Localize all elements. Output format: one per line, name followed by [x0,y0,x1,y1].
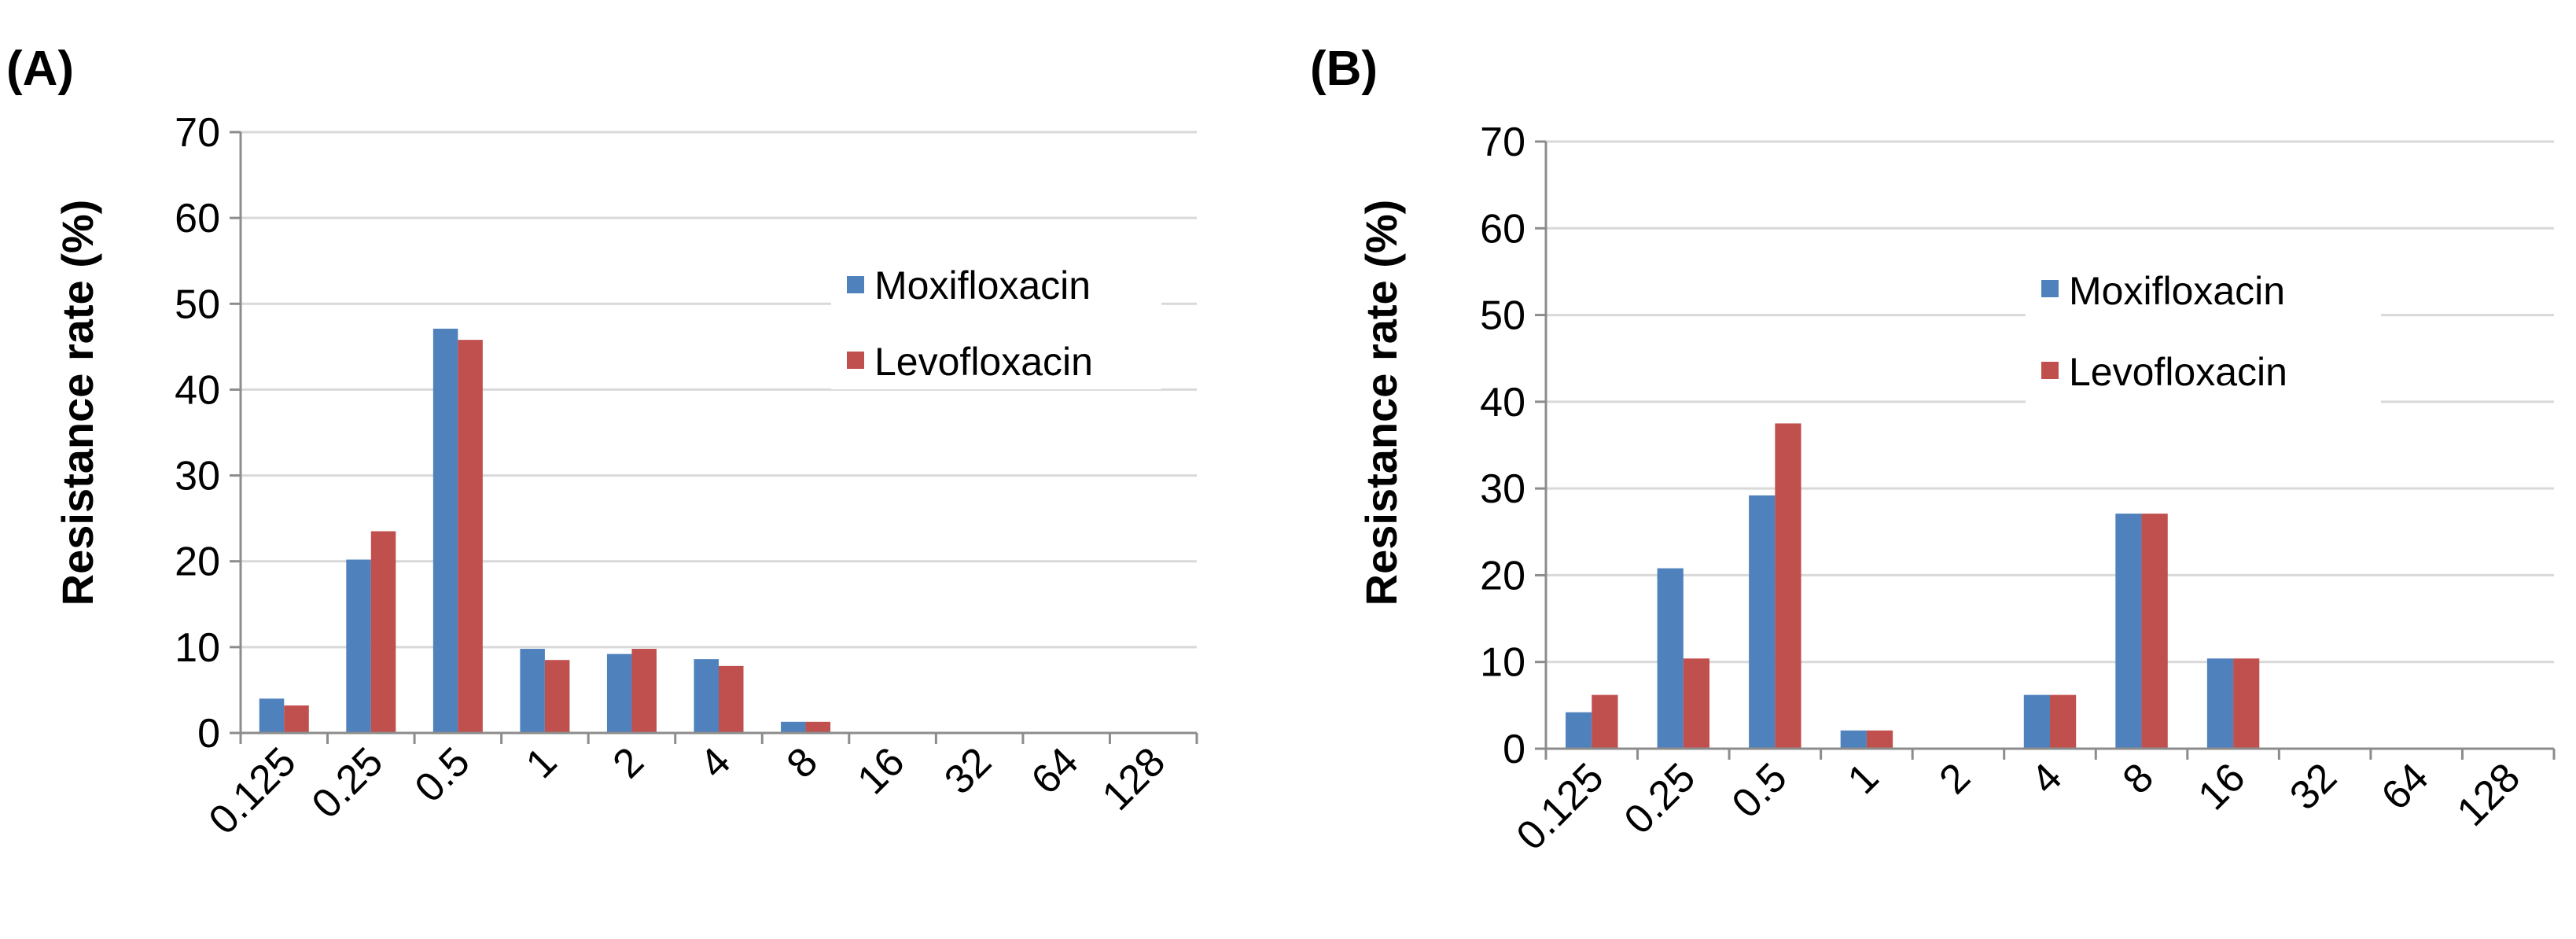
panel-a-legend: Moxifloxacin Levofloxacin [831,263,1161,389]
panel-a-x-tick-64: 64 [1023,738,1087,803]
panel-a-y-tick-20: 20 [175,539,220,585]
panel-b-bar-moxifloxacin-8 [2115,514,2142,749]
panel-b-bar-moxifloxacin-0.5 [1749,495,1776,749]
panel-a-y-tick-50: 50 [175,282,220,327]
panel-b-bar-levofloxacin-0.125 [1592,694,1618,749]
panel-a-legend-swatch-moxifloxacin [847,276,864,293]
panel-b-y-axis-label: Resistance rate (%) [1356,200,1406,606]
panel-b-y-tick-40: 40 [1480,380,1525,425]
panel-a-bars [259,328,831,733]
panel-b-bar-levofloxacin-8 [2141,514,2168,749]
panel-a-x-tick-8: 8 [778,738,826,786]
panel-a: (A) Resistance rate (%) 010203040506070 … [6,42,1198,844]
panel-b-legend-label-levofloxacin: Levofloxacin [2069,350,2287,394]
panel-b-x-tick-1: 1 [1839,754,1887,802]
panel-a-axes [230,131,1198,744]
panel-b-legend-swatch-levofloxacin [2041,362,2059,379]
panel-a-x-tick-0.5: 0.5 [407,738,479,811]
panel-a-x-tick-4: 4 [691,738,739,786]
panel-b-bar-levofloxacin-1 [1866,730,1893,749]
panel-a-bar-levofloxacin-8 [805,721,831,733]
panel-b-bar-levofloxacin-4 [2050,694,2077,749]
panel-a-bar-levofloxacin-0.125 [284,705,309,733]
panel-a-y-axis-label: Resistance rate (%) [53,200,102,606]
panel-a-legend-label-moxifloxacin: Moxifloxacin [874,263,1091,307]
panel-b-y-tick-60: 60 [1480,206,1525,252]
panel-b-x-tick-32: 32 [2281,754,2346,819]
panel-a-bar-levofloxacin-0.25 [370,531,396,733]
panel-b-bar-levofloxacin-16 [2233,658,2260,749]
panel-b-bar-moxifloxacin-4 [2023,694,2050,749]
panel-b-bar-levofloxacin-0.5 [1775,423,1801,749]
panel-a-x-tick-1: 1 [517,738,565,786]
panel-a-legend-label-levofloxacin: Levofloxacin [874,340,1093,384]
panel-a-y-tick-60: 60 [175,196,220,241]
panel-b-x-tick-64: 64 [2373,754,2438,819]
panel-a-bar-levofloxacin-1 [544,660,570,733]
panel-b-bar-moxifloxacin-16 [2206,658,2234,749]
panel-b-legend-swatch-moxifloxacin [2041,280,2059,297]
panel-b-x-tick-128: 128 [2449,754,2529,834]
panel-a-x-tick-128: 128 [1094,738,1174,819]
panel-b-y-tick-10: 10 [1480,640,1525,686]
panel-a-bar-moxifloxacin-0.25 [346,559,371,733]
panel-b-y-tick-0: 0 [1503,727,1525,772]
panel-a-x-tick-2: 2 [604,738,652,786]
panel-b-x-tick-0.25: 0.25 [1616,754,1705,843]
panel-a-gridlines [241,131,1197,649]
panel-b: (B) Resistance rate (%) 010203040506070 … [1310,42,2556,860]
panel-a-y-tick-40: 40 [175,367,220,413]
panel-b-bars [1566,423,2260,749]
panel-a-x-tick-32: 32 [936,738,1000,803]
panel-b-x-tick-16: 16 [2190,754,2254,819]
panel-a-legend-swatch-levofloxacin [847,352,864,369]
panel-a-legend-bg [831,275,1161,389]
panel-b-legend: Moxifloxacin Levofloxacin [2026,264,2381,404]
panel-a-x-tick-0.25: 0.25 [304,738,392,827]
panel-a-bar-moxifloxacin-0.5 [432,328,458,733]
panel-a-bar-levofloxacin-2 [631,649,657,733]
panel-a-y-tick-10: 10 [175,625,220,671]
panel-a-bar-moxifloxacin-8 [781,721,806,733]
panel-b-x-tick-4: 4 [2022,754,2070,802]
panel-b-y-tick-50: 50 [1480,293,1525,339]
panel-a-y-tick-30: 30 [175,454,220,499]
panel-b-label: (B) [1310,42,1378,96]
panel-a-y-ticks: 0 10 20 30 40 50 60 70 [175,110,220,757]
panel-a-bar-levofloxacin-0.5 [458,340,483,733]
panel-b-y-tick-30: 30 [1480,466,1525,512]
panel-b-bar-moxifloxacin-0.125 [1566,712,1592,749]
panel-a-bar-levofloxacin-4 [719,665,744,733]
panel-a-bar-moxifloxacin-2 [606,654,632,733]
panel-a-bar-moxifloxacin-4 [694,659,719,733]
panel-b-axes [1535,140,2556,760]
panel-b-x-tick-8: 8 [2114,754,2162,802]
panel-a-bar-moxifloxacin-1 [520,649,545,733]
panel-b-legend-bg [2026,264,2381,404]
panel-b-y-tick-20: 20 [1480,553,1525,598]
panel-a-y-tick-70: 70 [175,110,220,156]
panel-a-bar-moxifloxacin-0.125 [259,698,285,733]
panel-b-y-ticks: 0 10 20 30 40 50 60 70 [1480,120,1525,772]
panel-a-y-tick-0: 0 [197,711,220,757]
panel-b-bar-moxifloxacin-1 [1840,730,1867,749]
panel-b-legend-label-moxifloxacin: Moxifloxacin [2069,269,2285,313]
panel-b-bar-moxifloxacin-0.25 [1657,568,1684,749]
panel-b-x-tick-0.5: 0.5 [1724,754,1796,827]
panel-a-label: (A) [6,42,74,96]
panel-b-x-ticks: 0.125 0.25 0.5 1 2 4 8 16 32 64 128 [1508,754,2529,859]
panel-b-x-tick-2: 2 [1930,754,1978,802]
panel-a-x-tick-16: 16 [849,738,914,803]
panel-b-y-tick-70: 70 [1480,120,1525,165]
panel-b-bar-levofloxacin-0.25 [1683,658,1710,749]
